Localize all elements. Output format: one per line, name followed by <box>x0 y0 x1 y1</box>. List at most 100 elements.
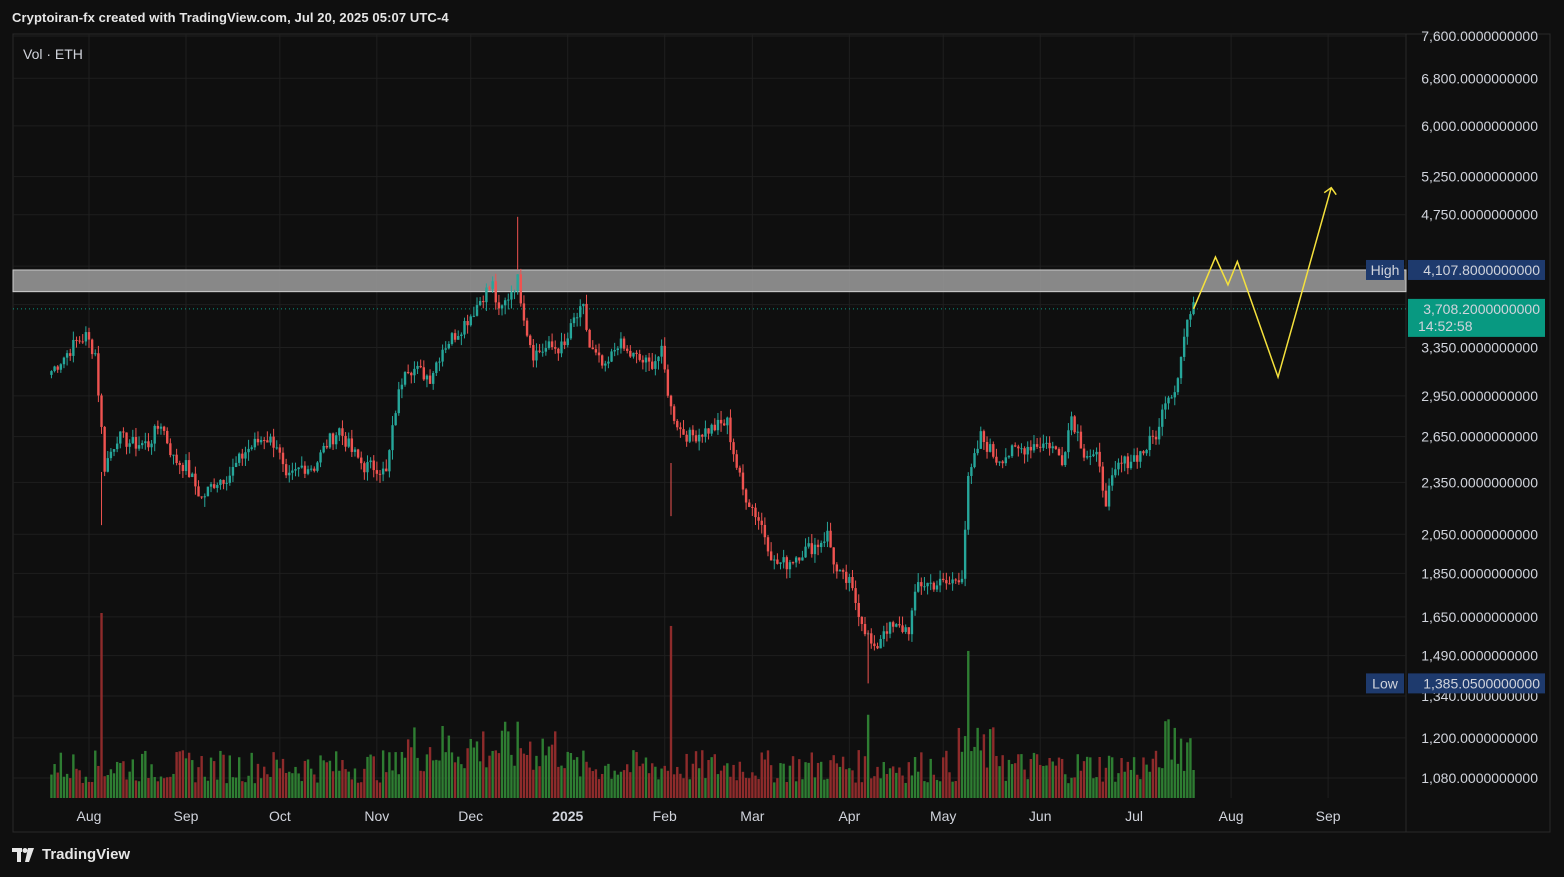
volume-bar <box>826 778 829 798</box>
candle-body <box>284 464 288 476</box>
volume-bars <box>50 613 1195 798</box>
volume-bar <box>579 776 582 798</box>
volume-bar <box>654 766 657 798</box>
price-tick-label: 1,490.0000000000 <box>1421 648 1538 664</box>
volume-bar <box>641 763 645 798</box>
volume-bar <box>397 774 400 798</box>
volume-bar <box>622 770 626 798</box>
candle-body <box>488 287 491 289</box>
volume-bar <box>813 777 817 798</box>
candle-body <box>597 352 601 356</box>
candle-body <box>344 435 347 447</box>
candle-body <box>191 473 194 477</box>
volume-bar <box>738 761 742 798</box>
candle-body <box>172 454 175 456</box>
candle-body <box>372 460 375 471</box>
volume-bar <box>669 625 673 798</box>
price-tick-label: 1,850.0000000000 <box>1421 565 1538 581</box>
candle-body <box>363 463 366 473</box>
volume-bar <box>253 783 257 798</box>
candle-body <box>122 431 125 433</box>
candle-body <box>425 375 429 380</box>
volume-bar <box>835 763 839 798</box>
candle-body <box>1035 444 1039 447</box>
candle-body <box>1179 356 1183 379</box>
candle-body <box>1032 444 1036 451</box>
chart-caption: Cryptoiran-fx created with TradingView.c… <box>12 10 449 25</box>
time-axis[interactable]: Aug Sep Oct Nov Dec 2025 Feb Mar Apr May Jun Jul Aug… <box>77 808 1341 824</box>
volume-bar <box>381 750 385 798</box>
candle-body <box>982 431 986 442</box>
candle-body <box>59 364 63 370</box>
candle-body <box>256 438 260 443</box>
candle-body <box>782 557 785 563</box>
candle-body <box>1092 454 1095 457</box>
candle-body <box>1110 475 1114 486</box>
volume-bar <box>156 781 160 798</box>
volume-bar <box>882 762 885 798</box>
candle-body <box>1039 446 1042 448</box>
volume-bar <box>187 752 191 798</box>
candle-body <box>1154 436 1158 440</box>
volume-bar <box>194 782 197 798</box>
volume-bar <box>266 774 269 798</box>
candle-body <box>763 524 767 538</box>
candle-body <box>910 610 914 635</box>
volume-bar <box>1145 764 1148 798</box>
candle-body <box>1048 442 1051 449</box>
volume-bar <box>1017 754 1020 798</box>
volume-bar <box>410 747 413 798</box>
volume-bar <box>798 759 801 798</box>
volume-bar <box>90 782 94 798</box>
candle-body <box>112 449 116 452</box>
volume-bar <box>604 765 607 798</box>
volume-bar <box>450 752 454 798</box>
candle-body <box>244 452 247 459</box>
candle-body <box>259 440 263 443</box>
volume-bar <box>942 757 945 798</box>
volume-bar <box>879 778 882 798</box>
candle-body <box>860 616 864 625</box>
volume-bar <box>1001 755 1004 798</box>
volume-bar <box>557 766 560 798</box>
volume-bar <box>316 782 319 798</box>
volume-bar <box>525 754 529 798</box>
candle-body <box>65 353 69 358</box>
volume-bar <box>694 751 698 798</box>
candle-body <box>375 470 379 474</box>
candle-body <box>356 449 360 458</box>
volume-bar <box>572 759 576 798</box>
candle-body <box>159 426 163 429</box>
volume-bar <box>550 744 554 798</box>
candle-body <box>904 627 907 632</box>
price-axis[interactable]: 7,600.0000000000 6,800.0000000000 6,000.00… <box>1421 28 1538 786</box>
volume-bar <box>263 766 266 798</box>
candle-body <box>1145 450 1148 454</box>
candle-body <box>613 350 616 352</box>
volume-bar <box>895 772 898 798</box>
volume-bar <box>375 780 379 798</box>
volume-legend: Vol · ETH <box>23 46 83 62</box>
candle-body <box>306 469 310 474</box>
high-tag-label-bg <box>1366 259 1404 280</box>
volume-bar <box>841 756 845 798</box>
candle-body <box>472 315 476 317</box>
volume-bar <box>788 765 792 798</box>
volume-bar <box>857 750 860 798</box>
volume-bar <box>998 766 1001 798</box>
candle-body <box>1007 456 1011 458</box>
volume-bar <box>1176 763 1180 798</box>
candle-body <box>632 352 635 357</box>
candle-body <box>482 300 485 303</box>
candle-body <box>600 355 604 366</box>
tradingview-logo[interactable]: TradingView <box>12 846 130 863</box>
volume-bar <box>510 754 513 798</box>
last-price-tag-value: 3,708.2000000000 <box>1423 301 1540 317</box>
volume-bar <box>341 760 344 798</box>
volume-bar <box>876 766 879 798</box>
volume-bar <box>688 779 691 798</box>
volume-bar <box>1054 765 1058 798</box>
candle-body <box>325 445 329 448</box>
candle-body <box>751 506 754 508</box>
